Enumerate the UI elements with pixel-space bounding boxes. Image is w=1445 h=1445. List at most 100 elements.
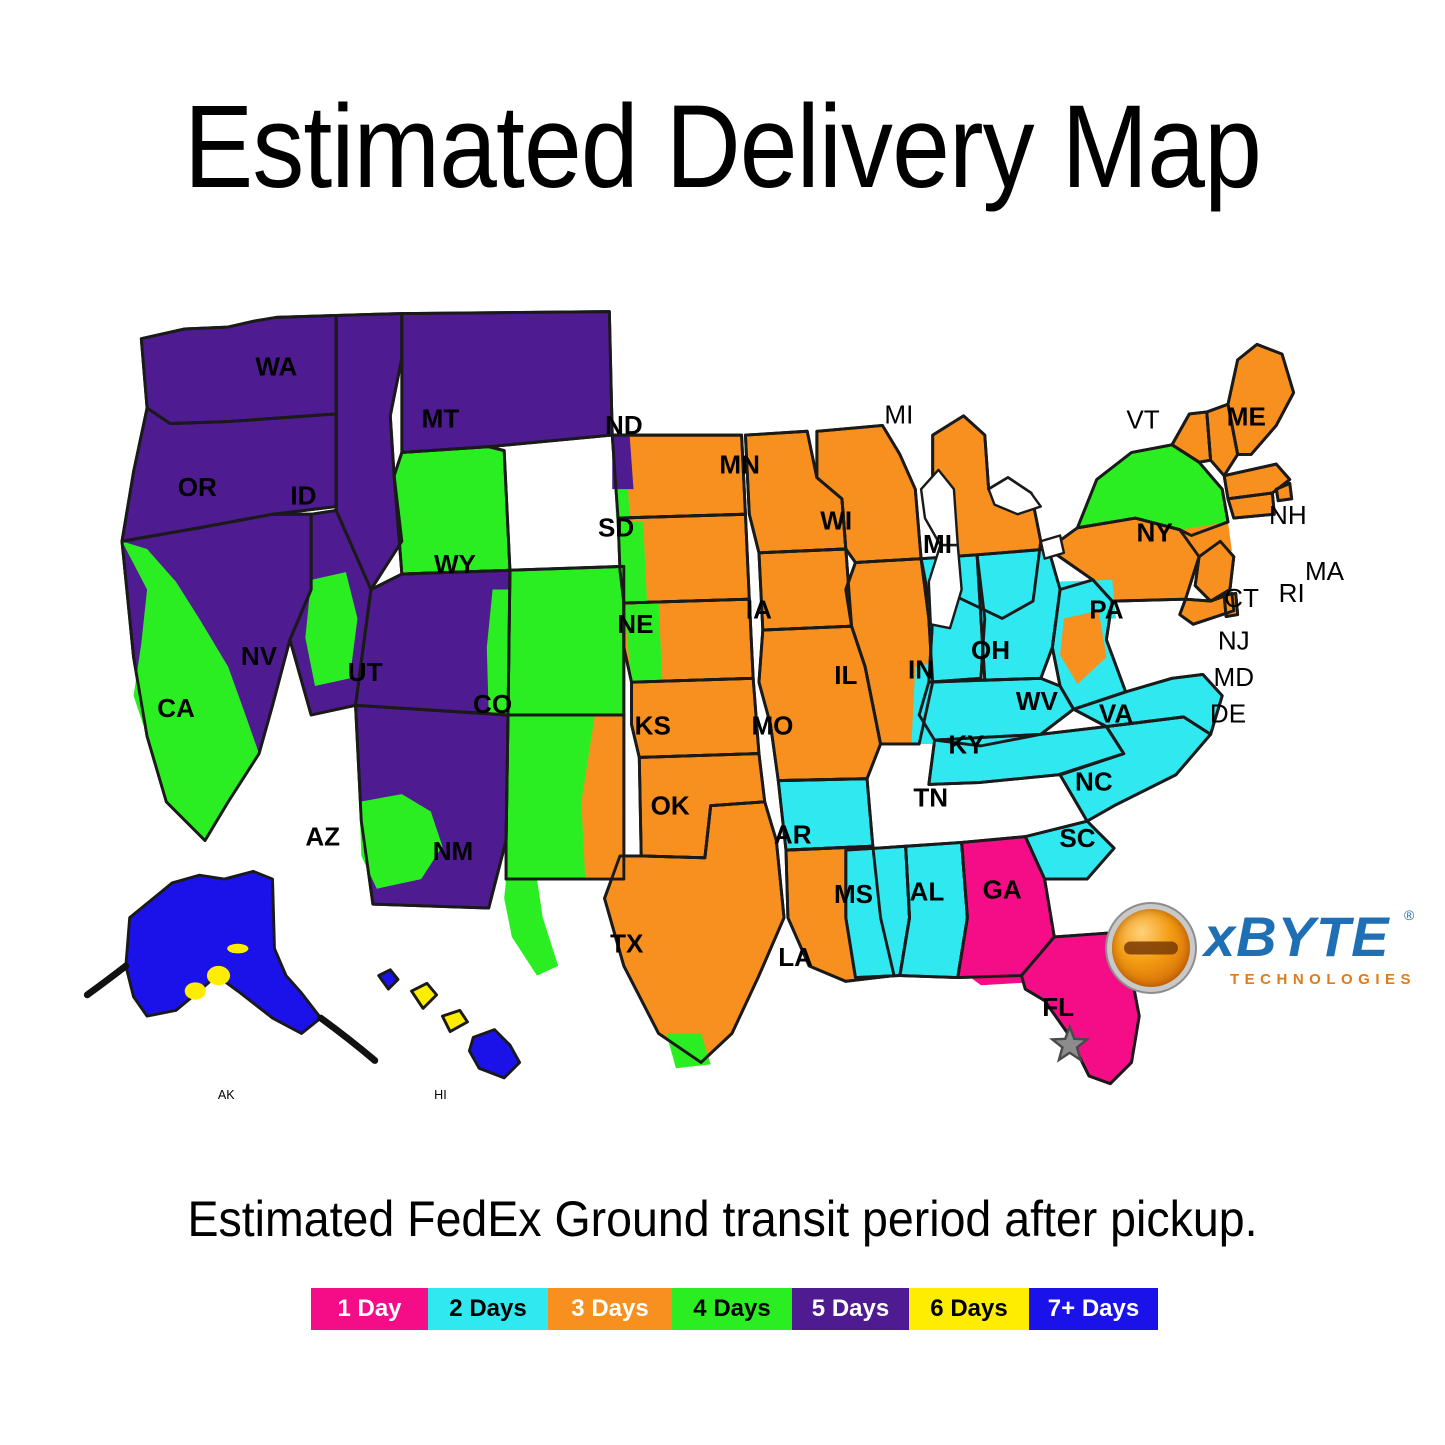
state-label-id: ID bbox=[290, 481, 316, 511]
legend-item-2: 2 Days bbox=[428, 1288, 548, 1330]
border-nj bbox=[1193, 539, 1236, 603]
state-ak bbox=[124, 869, 323, 1035]
state-label-md: MD bbox=[1214, 662, 1255, 692]
border-ct bbox=[1226, 491, 1276, 520]
state-label-ar: AR bbox=[774, 819, 812, 849]
border-ri bbox=[1274, 481, 1294, 503]
state-label-wa: WA bbox=[255, 351, 297, 381]
border-ny bbox=[1075, 443, 1230, 537]
state-hi-island-2 bbox=[410, 981, 439, 1010]
border-va bbox=[1072, 673, 1224, 736]
legend-item-1: 1 Day bbox=[311, 1288, 428, 1330]
state-label-fl: FL bbox=[1042, 992, 1074, 1022]
legend-item-label: 1 Day bbox=[337, 1295, 402, 1322]
border-nh bbox=[1205, 402, 1240, 478]
band-patch-17 bbox=[957, 933, 1126, 986]
star-marker bbox=[1048, 1023, 1091, 1063]
state-hi-island-3 bbox=[440, 1008, 469, 1034]
logo-tagline: TECHNOLOGIES bbox=[1230, 971, 1417, 988]
xbyte-orb-icon bbox=[1112, 909, 1190, 987]
state-label-al: AL bbox=[910, 876, 945, 906]
registered-mark-icon: ® bbox=[1404, 907, 1415, 923]
aleutian-chain bbox=[83, 962, 379, 1064]
legend-item-6: 6 Days bbox=[909, 1288, 1029, 1330]
band-patch-9 bbox=[666, 1033, 711, 1069]
logo-wordmark: xBYTE bbox=[1204, 905, 1390, 968]
orb-inner-bar bbox=[1124, 941, 1178, 955]
border-ca bbox=[120, 512, 313, 842]
state-label-de: DE bbox=[1210, 699, 1246, 729]
state-label-oh: OH bbox=[971, 635, 1010, 665]
transit-legend: 1 Day 2 Days 3 Days 4 Days 5 Days 6 Days 7+ Da… bbox=[311, 1288, 1158, 1330]
state-borders bbox=[120, 310, 1296, 1086]
lake-3 bbox=[987, 476, 1042, 516]
state-co bbox=[506, 564, 626, 717]
state-label-nm: NM bbox=[433, 836, 474, 866]
state-label-nc: NC bbox=[1075, 766, 1113, 796]
alaska-hawaii-inset bbox=[83, 869, 522, 1080]
state-label-ca: CA bbox=[157, 693, 195, 723]
border-il bbox=[844, 557, 935, 746]
state-label-ia: IA bbox=[746, 594, 772, 624]
lake-2 bbox=[927, 543, 963, 630]
legend-item-label: 4 Days bbox=[693, 1295, 771, 1322]
ak-band6-patch-2 bbox=[206, 965, 231, 986]
border-md bbox=[1178, 591, 1236, 626]
border-la bbox=[784, 844, 896, 983]
state-label-wv: WV bbox=[1016, 686, 1059, 716]
band-patch-14 bbox=[1048, 579, 1117, 623]
state-label-vt: VT bbox=[1126, 404, 1159, 434]
state-label-mn: MN bbox=[719, 450, 760, 480]
xbyte-logo: xBYTE ® TECHNOLOGIES bbox=[1112, 903, 1415, 995]
state-label-or: OR bbox=[178, 472, 217, 502]
state-label-hi: HI bbox=[434, 1088, 447, 1102]
state-label-ks: KS bbox=[635, 710, 671, 740]
state-label-ky: KY bbox=[948, 730, 984, 760]
state-label-wy: WY bbox=[434, 549, 476, 579]
state-label-ri: RI bbox=[1279, 578, 1305, 608]
page-title: Estimated Delivery Map bbox=[183, 81, 1262, 213]
state-label-nv: NV bbox=[241, 641, 278, 671]
ak-band6-patch-1 bbox=[227, 943, 249, 954]
ak-band6-patch-3 bbox=[184, 982, 206, 1000]
state-label-tx: TX bbox=[610, 928, 644, 958]
state-label-il: IL bbox=[834, 660, 857, 690]
legend-item-4: 4 Days bbox=[672, 1288, 792, 1330]
state-label-ut: UT bbox=[348, 657, 383, 687]
legend-item-7: 7+ Days bbox=[1029, 1288, 1158, 1330]
legend-item-label: 7+ Days bbox=[1047, 1295, 1140, 1322]
legend-item-5: 5 Days bbox=[792, 1288, 909, 1330]
state-label-va: VA bbox=[1099, 699, 1133, 729]
legend-item-label: 6 Days bbox=[930, 1295, 1008, 1322]
state-label-mt: MT bbox=[422, 403, 460, 433]
state-label-ct: CT bbox=[1224, 583, 1259, 613]
border-nm bbox=[504, 713, 626, 881]
state-label-la: LA bbox=[778, 942, 813, 972]
border-me bbox=[1226, 342, 1296, 456]
state-label-mi: MI bbox=[923, 529, 952, 559]
legend-item-3: 3 Days bbox=[548, 1288, 672, 1330]
state-label-in: IN bbox=[908, 654, 934, 684]
border-fl bbox=[1020, 931, 1141, 1086]
band-patch-4 bbox=[486, 589, 510, 715]
state-label-mi: MI bbox=[884, 400, 913, 430]
border-or bbox=[120, 406, 338, 543]
state-label-az: AZ bbox=[305, 821, 340, 851]
band-patch-7 bbox=[623, 603, 663, 683]
state-label-pa: PA bbox=[1089, 594, 1123, 624]
state-label-nj: NJ bbox=[1218, 625, 1250, 655]
legend-item-label: 2 Days bbox=[449, 1295, 527, 1322]
state-label-ne: NE bbox=[617, 609, 653, 639]
state-label-ok: OK bbox=[651, 790, 690, 820]
state-label-mo: MO bbox=[751, 710, 793, 740]
legend-item-label: 3 Days bbox=[571, 1295, 649, 1322]
state-label-nd: ND bbox=[605, 410, 643, 440]
band-patch-8 bbox=[504, 879, 559, 976]
state-ms bbox=[844, 844, 911, 979]
state-label-ms: MS bbox=[834, 879, 873, 909]
border-de bbox=[1222, 591, 1240, 619]
state-label-tn: TN bbox=[913, 783, 948, 813]
band-patch-13 bbox=[612, 435, 634, 490]
us-delivery-map: WA MT ND MN OR ID SD WI MI VT ME WY MI NY NH NE IA PA MA CT… bbox=[60, 300, 1400, 1130]
